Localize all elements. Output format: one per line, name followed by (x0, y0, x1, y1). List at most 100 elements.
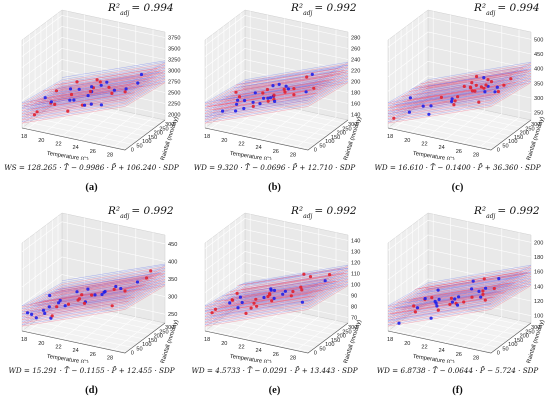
predicted-point (112, 88, 116, 92)
predicted-point (482, 76, 486, 80)
x-tick-label: 22 (238, 344, 244, 350)
observed-point (95, 78, 99, 82)
observed-point (482, 86, 486, 90)
regression-line (387, 303, 492, 321)
y-tick-label: 50 (319, 143, 325, 149)
predicted-point (119, 286, 123, 291)
regression-line (61, 263, 166, 281)
observed-point (299, 285, 303, 289)
y-tick-label: 150 (331, 135, 340, 141)
predicted-point (429, 104, 433, 108)
observed-point (254, 297, 258, 301)
observed-point (449, 296, 453, 300)
y-tick-label: 100 (508, 342, 517, 348)
predicted-point (266, 96, 270, 100)
predicted-point (323, 279, 327, 283)
gridline-y (400, 30, 505, 141)
observed-point (272, 93, 276, 97)
y-tick-label: 150 (148, 338, 157, 344)
predicted-point (139, 72, 144, 77)
r2-subscript: adj (486, 10, 495, 17)
gridline-y (34, 233, 139, 344)
y-tick-label: 250 (342, 329, 351, 335)
gridline-z (21, 26, 166, 57)
predicted-point (34, 316, 38, 320)
observed-point (489, 80, 494, 84)
regression-line (23, 294, 127, 313)
predicted-point (114, 284, 118, 289)
observed-point (261, 91, 265, 95)
predicted-point (47, 305, 51, 309)
regression-line (416, 77, 520, 96)
regression-line (31, 296, 135, 315)
regression-line (31, 92, 135, 110)
z-tick-label: 100 (351, 283, 360, 289)
gridline-z (21, 221, 166, 253)
regression-line (42, 284, 146, 302)
observed-point (482, 277, 486, 281)
y-tick-label: 0 (131, 148, 134, 154)
z-tick-label: 450 (168, 242, 177, 248)
regression-line (410, 283, 514, 301)
observed-point (413, 310, 417, 314)
observed-point (88, 89, 92, 94)
gridline-y (412, 21, 516, 132)
gridline-z (21, 15, 166, 46)
predicted-point (493, 90, 497, 94)
gridline-z (204, 262, 349, 293)
regression-line (235, 68, 339, 86)
gridline-z (387, 16, 532, 48)
z-tick-label: 180 (534, 255, 543, 261)
z-tick-label: 500 (534, 37, 543, 43)
z-tick-label: 180 (351, 91, 360, 97)
gridline-y (46, 224, 150, 335)
observed-point (213, 307, 218, 311)
gridline-y (212, 237, 316, 348)
r2-subscript: adj (486, 213, 495, 220)
observed-point (412, 304, 416, 308)
predicted-point (423, 296, 427, 301)
gridline-z (387, 249, 532, 280)
y-tick-label: 50 (502, 143, 508, 149)
gridline-z (204, 26, 349, 57)
gridline-y (417, 17, 522, 128)
observed-point (305, 75, 309, 79)
r2-symbol: R² (290, 205, 303, 217)
gridline-z (21, 239, 166, 270)
regression-line (243, 71, 347, 90)
x-axis-label: Temperature (C) (412, 151, 455, 160)
r2-annotation: R²adj = 0.992 (107, 205, 174, 220)
x-tick-label: 26 (273, 149, 279, 155)
z-tick-label: 70 (351, 316, 357, 322)
regression-line (29, 84, 133, 102)
regression-line (244, 64, 349, 82)
panel-label: (e) (268, 385, 281, 396)
predicted-point (286, 87, 290, 91)
observed-point (98, 80, 102, 84)
observed-point (50, 314, 54, 318)
regression-line (427, 272, 532, 290)
predicted-point (89, 102, 93, 106)
regression-line (46, 280, 150, 298)
x-tick-label: 22 (238, 141, 244, 147)
regression-line (239, 67, 343, 85)
scatter-points (32, 72, 144, 117)
regression-line (212, 92, 316, 110)
predicted-point (283, 289, 287, 293)
observed-point (82, 301, 87, 305)
predicted-point (453, 297, 457, 301)
gridline-z (204, 48, 349, 79)
observed-point (302, 272, 306, 276)
regression-line (60, 72, 164, 90)
x-tick-label: 28 (473, 152, 479, 158)
predicted-point (136, 81, 140, 85)
observed-point (292, 87, 296, 91)
observed-point (468, 85, 472, 89)
x-tick-label: 18 (204, 337, 210, 343)
regression-line (416, 276, 520, 295)
scatter-points (25, 269, 153, 320)
gridline-z (21, 81, 166, 112)
gridline-y (34, 30, 139, 141)
observed-point (502, 83, 506, 87)
chart-panel-d: 18 20 22 24 26 28 0 50 100 150 200 250 300 250 300 350 4… (0, 203, 183, 408)
